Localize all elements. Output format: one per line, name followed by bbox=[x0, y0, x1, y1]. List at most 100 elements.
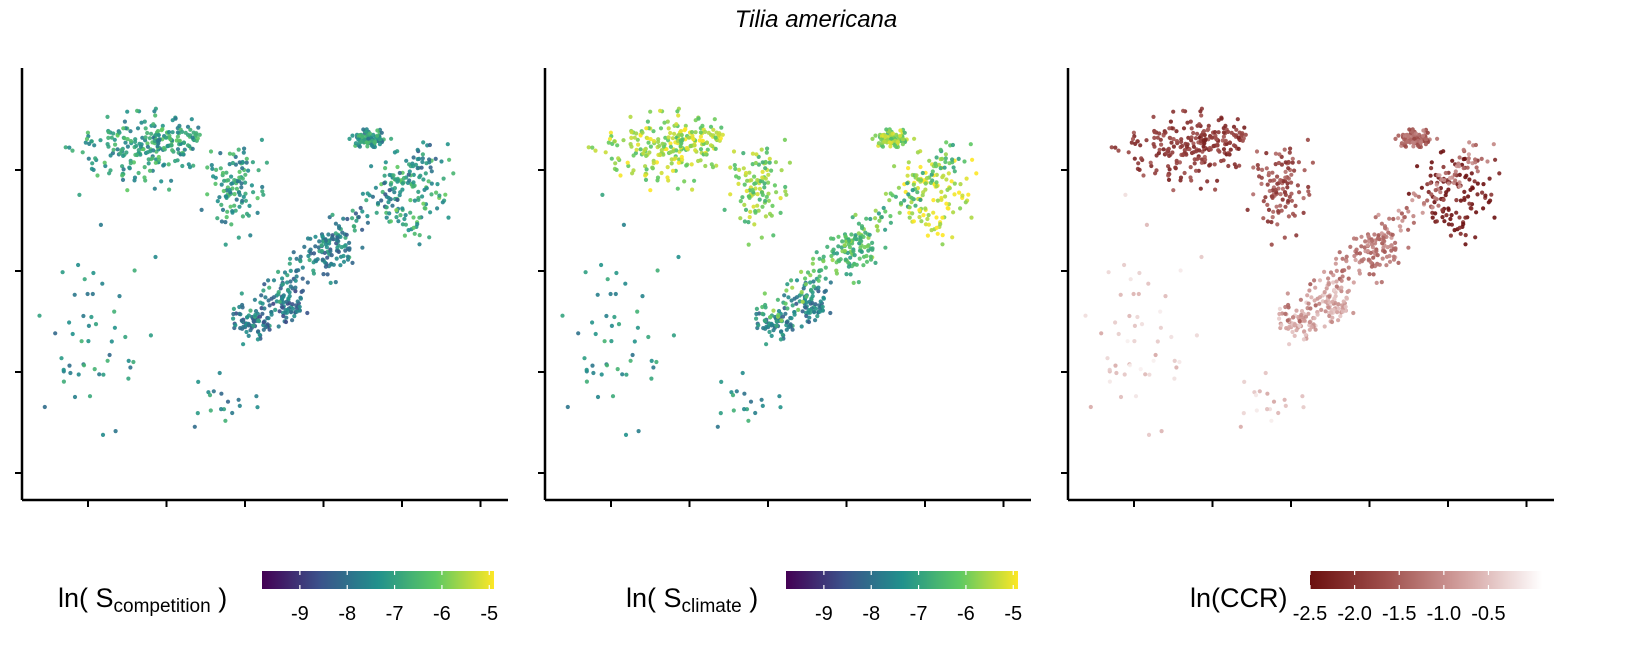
data-point bbox=[345, 254, 350, 259]
data-point bbox=[230, 181, 235, 186]
data-point bbox=[907, 205, 912, 210]
data-point bbox=[147, 136, 152, 141]
data-point bbox=[1306, 311, 1311, 316]
data-point bbox=[1292, 322, 1297, 327]
data-point bbox=[1291, 315, 1296, 320]
data-point bbox=[1118, 394, 1124, 400]
data-point bbox=[876, 211, 882, 216]
data-point bbox=[789, 316, 794, 321]
data-point bbox=[1282, 147, 1287, 152]
data-point bbox=[940, 156, 945, 161]
data-point bbox=[1273, 188, 1278, 193]
data-point bbox=[320, 257, 325, 262]
data-point bbox=[228, 204, 233, 209]
data-point bbox=[757, 186, 763, 191]
data-point bbox=[267, 285, 272, 290]
data-point bbox=[816, 285, 821, 290]
data-point bbox=[1475, 192, 1480, 197]
data-point bbox=[673, 156, 678, 161]
data-point bbox=[416, 189, 421, 194]
data-point bbox=[1410, 140, 1415, 145]
data-point bbox=[1114, 370, 1119, 376]
data-point bbox=[1191, 130, 1196, 136]
data-point bbox=[1402, 134, 1407, 139]
data-point bbox=[229, 174, 234, 179]
data-point bbox=[61, 367, 66, 372]
data-point bbox=[1286, 166, 1291, 171]
data-point bbox=[1473, 157, 1478, 162]
data-point bbox=[847, 238, 852, 243]
data-point bbox=[185, 143, 191, 148]
data-point bbox=[590, 145, 595, 150]
data-point bbox=[1438, 190, 1443, 195]
data-point bbox=[929, 228, 934, 233]
data-point bbox=[375, 133, 380, 138]
data-point bbox=[1365, 243, 1370, 248]
data-point bbox=[741, 166, 746, 171]
data-point bbox=[769, 168, 774, 173]
data-point bbox=[634, 131, 639, 136]
data-point bbox=[894, 132, 899, 137]
data-point bbox=[1326, 282, 1331, 287]
data-point bbox=[420, 159, 425, 165]
data-point bbox=[668, 130, 673, 136]
data-point bbox=[390, 203, 395, 208]
data-point bbox=[1138, 367, 1143, 372]
data-point bbox=[1255, 163, 1260, 168]
data-point bbox=[1370, 238, 1375, 243]
data-point bbox=[1273, 151, 1278, 156]
data-point bbox=[939, 197, 944, 202]
data-point bbox=[340, 230, 345, 235]
data-point bbox=[642, 148, 647, 153]
data-point bbox=[1266, 207, 1272, 212]
data-point bbox=[1277, 152, 1282, 157]
data-point bbox=[813, 306, 819, 311]
data-point bbox=[251, 323, 256, 328]
data-point bbox=[1366, 257, 1371, 262]
data-point bbox=[753, 160, 759, 166]
data-point bbox=[1296, 160, 1301, 165]
data-point bbox=[658, 108, 663, 113]
data-point bbox=[219, 391, 224, 396]
data-point bbox=[1300, 394, 1305, 399]
data-point bbox=[118, 151, 123, 156]
colorbar-tick-label: -6 bbox=[957, 603, 975, 625]
data-point bbox=[1266, 170, 1272, 176]
data-point bbox=[253, 312, 258, 318]
data-point bbox=[308, 251, 313, 256]
data-point bbox=[1264, 166, 1269, 171]
data-point bbox=[887, 140, 892, 145]
data-point bbox=[420, 152, 425, 157]
data-point bbox=[361, 134, 366, 139]
data-point bbox=[324, 238, 329, 243]
data-point bbox=[356, 137, 361, 142]
data-point bbox=[626, 163, 631, 169]
data-point bbox=[934, 172, 939, 177]
data-point bbox=[343, 248, 348, 253]
data-point bbox=[246, 168, 251, 173]
data-point bbox=[1472, 179, 1477, 184]
data-point bbox=[1473, 235, 1478, 240]
data-point bbox=[692, 178, 697, 183]
data-point bbox=[397, 193, 402, 198]
data-point bbox=[1353, 257, 1358, 263]
data-point bbox=[136, 170, 141, 176]
data-point bbox=[807, 315, 812, 320]
data-point bbox=[703, 129, 708, 134]
data-point bbox=[759, 397, 764, 402]
data-point bbox=[173, 116, 178, 121]
data-point bbox=[1168, 119, 1173, 124]
data-point bbox=[1418, 139, 1424, 144]
data-point bbox=[1105, 356, 1110, 361]
data-point bbox=[239, 318, 244, 323]
data-point bbox=[750, 162, 755, 167]
data-point bbox=[85, 130, 90, 135]
data-point bbox=[1279, 208, 1284, 213]
data-point bbox=[806, 319, 812, 325]
data-point bbox=[799, 290, 804, 295]
data-point bbox=[963, 200, 968, 205]
data-point bbox=[1432, 195, 1437, 201]
data-point bbox=[1277, 306, 1282, 311]
data-point bbox=[1454, 210, 1459, 215]
data-point bbox=[231, 316, 236, 321]
